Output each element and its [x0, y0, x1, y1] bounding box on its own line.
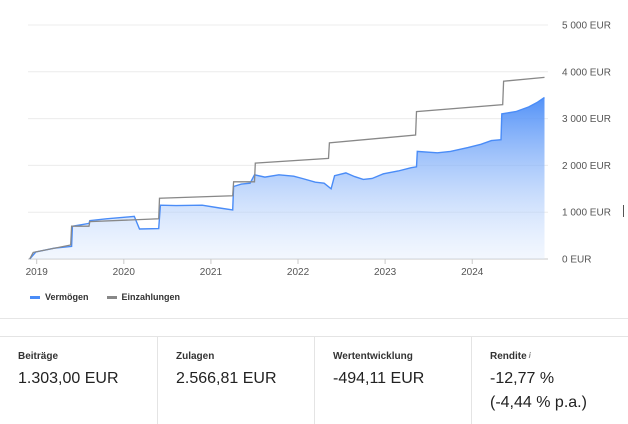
card-value: 2.566,81 EUR: [176, 370, 277, 387]
card-value-pa: (-4,44 % p.a.): [490, 394, 587, 411]
legend-swatch-vermoegen: [30, 295, 40, 299]
card-beitraege: Beiträge 1.303,00 EUR: [0, 336, 157, 424]
section-divider: [0, 318, 628, 319]
legend-label-einzahlungen: Einzahlungen: [121, 292, 181, 302]
card-rendite: Rendite i -12,77 % (-4,44 % p.a.): [471, 336, 628, 424]
card-label: Beiträge: [18, 351, 59, 362]
legend-label-vermoegen: Vermögen: [45, 292, 89, 302]
card-value: -12,77 %: [490, 370, 555, 387]
y-tick-label: 0 EUR: [562, 255, 591, 266]
y-tick-label: 2 000 EUR: [562, 161, 611, 172]
card-value: -494,11 EUR: [333, 370, 425, 387]
legend-swatch-einzahlungen: [106, 295, 117, 299]
card-wertentwicklung: Wertentwicklung -494,11 EUR: [314, 336, 471, 424]
x-tick-label: 2021: [200, 267, 223, 278]
chart-legend: Vermögen Einzahlungen: [30, 292, 180, 302]
vermoegen-area: [29, 97, 545, 259]
card-label: Rendite i: [490, 351, 628, 362]
y-tick-label: 5 000 EUR: [562, 21, 611, 32]
vermoegen-line: [29, 96, 545, 260]
card-label: Wertentwicklung: [333, 351, 413, 362]
portfolio-chart: 0 EUR 1 000 EUR 2 000 EUR 3 000 EUR 4 000 EU…: [26, 21, 611, 279]
einzahlungen-line: [29, 76, 545, 260]
info-icon[interactable]: i: [528, 351, 531, 360]
y-tick-label: 3 000 EUR: [562, 114, 611, 125]
card-zulagen: Zulagen 2.566,81 EUR: [157, 336, 314, 424]
x-tick-label: 2024: [461, 267, 484, 278]
x-tick-label: 2023: [374, 267, 397, 278]
card-label-text: Rendite: [490, 351, 527, 362]
legend-item-vermoegen[interactable]: Vermögen: [30, 292, 89, 302]
x-tick-label: 2022: [287, 267, 310, 278]
y-tick-label: 4 000 EUR: [562, 67, 611, 78]
summary-cards: Beiträge 1.303,00 EUR Zulagen 2.566,81 E…: [0, 336, 628, 424]
x-tick-label: 2020: [113, 267, 136, 278]
legend-item-einzahlungen[interactable]: Einzahlungen: [106, 292, 181, 302]
chart-edge-marker: [623, 205, 624, 217]
card-value: 1.303,00 EUR: [18, 370, 119, 387]
y-tick-label: 1 000 EUR: [562, 208, 611, 219]
chart-card: 0 EUR 1 000 EUR 2 000 EUR 3 000 EUR 4 000 EU…: [25, 20, 624, 302]
x-tick-label: 2019: [26, 267, 49, 278]
card-label: Zulagen: [176, 351, 215, 362]
